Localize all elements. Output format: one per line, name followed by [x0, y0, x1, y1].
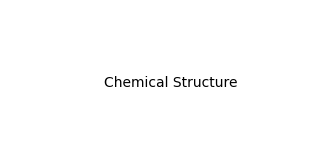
Text: Chemical Structure: Chemical Structure	[104, 76, 237, 90]
